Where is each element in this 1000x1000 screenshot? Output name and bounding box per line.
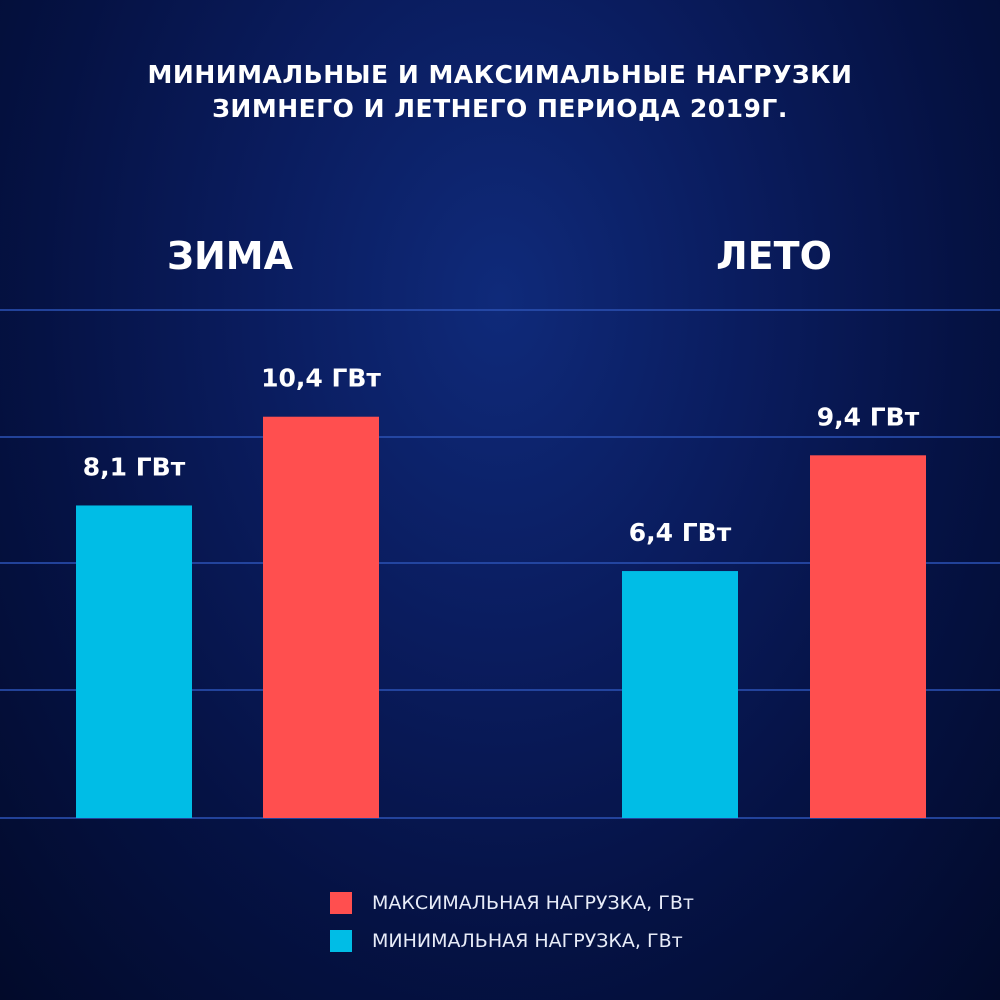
bar-max-0 (263, 416, 379, 818)
legend-label-max: МАКСИМАЛЬНАЯ НАГРУЗКА, ГВт (372, 892, 694, 914)
data-label-min-0: 8,1 ГВт (83, 452, 186, 481)
legend-swatch-min (330, 930, 352, 952)
chart-title-line-2: ЗИМНЕГО И ЛЕТНЕГО ПЕРИОДА 2019Г. (212, 94, 788, 123)
bar-max-1 (810, 455, 926, 818)
bar-min-0 (76, 505, 192, 818)
data-label-max-0: 10,4 ГВт (261, 364, 381, 393)
category-label-summer: ЛЕТО (716, 234, 832, 278)
chart-title: МИНИМАЛЬНЫЕ И МАКСИМАЛЬНЫЕ НАГРУЗКИ ЗИМН… (0, 58, 1000, 126)
bar-min-1 (622, 571, 738, 818)
chart-title-line-1: МИНИМАЛЬНЫЕ И МАКСИМАЛЬНЫЕ НАГРУЗКИ (147, 60, 853, 89)
legend: МАКСИМАЛЬНАЯ НАГРУЗКА, ГВт МИНИМАЛЬНАЯ Н… (330, 884, 694, 960)
data-label-min-1: 6,4 ГВт (629, 518, 732, 547)
legend-swatch-max (330, 892, 352, 914)
legend-item-max: МАКСИМАЛЬНАЯ НАГРУЗКА, ГВт (330, 884, 694, 922)
category-label-winter: ЗИМА (166, 234, 294, 278)
legend-item-min: МИНИМАЛЬНАЯ НАГРУЗКА, ГВт (330, 922, 694, 960)
legend-label-min: МИНИМАЛЬНАЯ НАГРУЗКА, ГВт (372, 930, 683, 952)
data-label-max-1: 9,4 ГВт (817, 402, 920, 431)
